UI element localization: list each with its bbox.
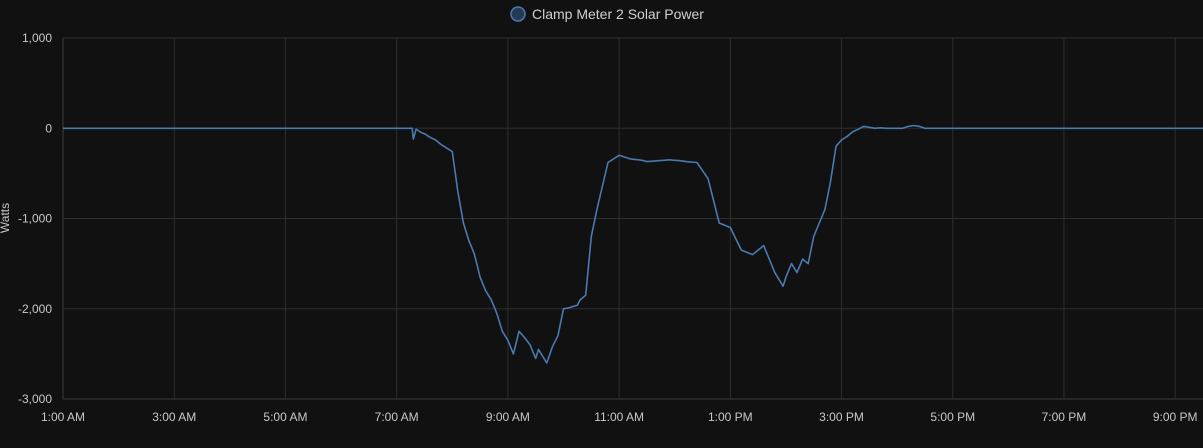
x-tick-label: 7:00 AM [375, 410, 419, 424]
x-tick-label: 7:00 PM [1042, 410, 1087, 424]
x-tick-label: 1:00 PM [708, 410, 753, 424]
y-tick-label: 1,000 [22, 31, 52, 45]
y-tick-label: 0 [45, 121, 52, 135]
x-tick-label: 3:00 PM [819, 410, 864, 424]
grid [62, 37, 1203, 400]
legend-swatch-icon[interactable] [510, 6, 526, 22]
x-tick-label: 9:00 PM [1153, 410, 1198, 424]
y-tick-label: -1,000 [18, 212, 52, 226]
legend-label[interactable]: Clamp Meter 2 Solar Power [532, 6, 704, 22]
x-axis-ticks: 1:00 AM 3:00 AM 5:00 AM 7:00 AM 9:00 AM 11:00… [41, 410, 1198, 424]
y-tick-label: -3,000 [18, 392, 52, 406]
legend[interactable]: Clamp Meter 2 Solar Power [510, 6, 704, 22]
x-tick-label: 1:00 AM [41, 410, 85, 424]
y-axis-ticks: 1,000 0 -1,000 -2,000 -3,000 [18, 31, 52, 406]
y-axis-title: Watts [0, 203, 12, 233]
x-tick-label: 5:00 AM [263, 410, 307, 424]
series-lines [63, 124, 1203, 364]
x-tick-label: 3:00 AM [152, 410, 196, 424]
y-tick-label: -2,000 [18, 302, 52, 316]
x-tick-label: 9:00 AM [486, 410, 530, 424]
series-line[interactable] [63, 124, 1203, 364]
x-tick-label: 5:00 PM [930, 410, 975, 424]
x-tick-label: 11:00 AM [594, 410, 644, 424]
